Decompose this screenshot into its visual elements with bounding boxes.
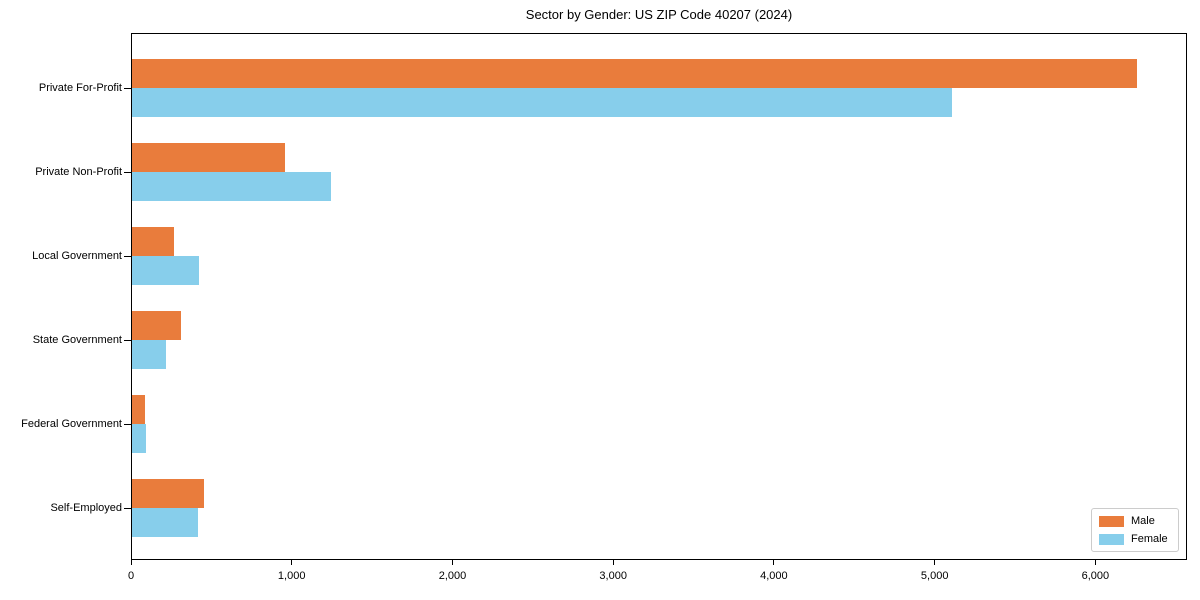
x-tick-label-3000: 3,000 [599,570,627,582]
x-tick-label-4000: 4,000 [760,570,788,582]
legend-swatch-female [1099,533,1124,545]
bar-female-federal-government [132,424,146,453]
y-tick-private-non-profit [124,172,131,173]
bar-female-private-for-profit [132,88,952,117]
legend-item-female: Female [1099,532,1171,546]
plot-area [131,33,1187,560]
legend-swatch-male [1099,515,1124,527]
bar-female-private-non-profit [132,172,332,201]
x-tick-0 [130,560,132,565]
bar-male-state-government [132,311,181,340]
y-tick-local-government [124,256,131,257]
bar-female-self-employed [132,508,198,537]
bar-male-local-government [132,227,174,256]
bar-male-private-non-profit [132,143,285,172]
x-tick-label-5000: 5,000 [920,570,949,582]
category-label-private-non-profit: Private Non-Profit [35,166,122,178]
x-tick-label-0: 0 [127,570,135,582]
x-tick-3000 [612,560,614,565]
x-tick-label-1000: 1,000 [277,570,306,582]
x-tick-5000 [934,560,936,565]
category-label-state-government: State Government [32,334,122,346]
legend: Male Female [1091,508,1179,552]
category-label-private-for-profit: Private For-Profit [38,82,122,94]
category-label-local-government: Local Government [32,250,122,262]
x-tick-2000 [452,560,453,565]
legend-label-male: Male [1131,515,1155,527]
x-tick-label-2000: 2,000 [438,570,467,582]
x-tick-1000 [291,560,293,565]
y-tick-federal-government [124,424,131,425]
bar-female-local-government [132,256,199,285]
category-label-self-employed: Self-Employed [50,502,122,514]
legend-label-female: Female [1131,533,1168,545]
category-label-federal-government: Federal Government [21,418,122,430]
bar-male-private-for-profit [132,59,1137,88]
legend-item-male: Male [1099,514,1171,528]
x-tick-6000 [1094,560,1096,565]
bar-male-self-employed [132,479,204,508]
bar-male-federal-government [132,395,145,424]
y-tick-private-for-profit [124,88,131,89]
y-tick-state-government [124,340,131,341]
x-tick-4000 [773,560,775,565]
bar-female-state-government [132,340,166,369]
x-tick-label-6000: 6,000 [1081,570,1110,582]
chart-title: Sector by Gender: US ZIP Code 40207 (202… [525,7,793,22]
y-tick-self-employed [124,508,131,509]
